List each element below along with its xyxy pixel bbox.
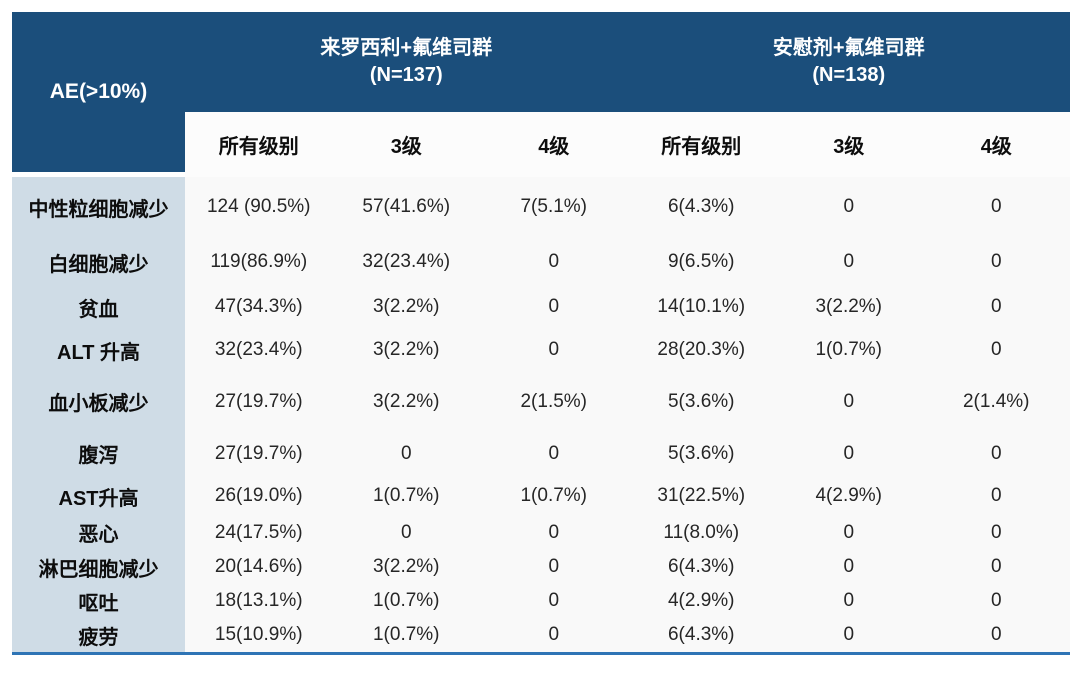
row-value: 0 <box>775 373 923 430</box>
row-value: 0 <box>480 550 628 584</box>
row-value: 26(19.0%) <box>185 477 333 515</box>
row-value: 3(2.2%) <box>332 550 480 584</box>
row-value: 0 <box>922 618 1070 652</box>
row-value: 27(19.7%) <box>185 430 333 477</box>
row-value: 2(1.4%) <box>922 373 1070 430</box>
row-value: 32(23.4%) <box>185 327 333 373</box>
row-label: 淋巴细胞减少 <box>12 550 185 584</box>
row-value: 0 <box>332 430 480 477</box>
row-value: 0 <box>775 430 923 477</box>
row-value: 3(2.2%) <box>332 373 480 430</box>
row-value: 9(6.5%) <box>627 237 775 287</box>
row-value: 0 <box>775 237 923 287</box>
row-value: 32(23.4%) <box>332 237 480 287</box>
row-value: 6(4.3%) <box>627 618 775 652</box>
row-value: 3(2.2%) <box>332 327 480 373</box>
row-label: 恶心 <box>12 515 185 550</box>
row-value: 0 <box>922 550 1070 584</box>
row-value: 0 <box>480 287 628 327</box>
row-value: 1(0.7%) <box>775 327 923 373</box>
group-header-leirociclib: 来罗西利+氟维司群 (N=137) <box>185 12 628 112</box>
row-value: 28(20.3%) <box>627 327 775 373</box>
row-value: 31(22.5%) <box>627 477 775 515</box>
row-value: 0 <box>775 584 923 618</box>
row-label: 呕吐 <box>12 584 185 618</box>
group-title: 来罗西利+氟维司群 <box>320 37 493 59</box>
row-value: 3(2.2%) <box>332 287 480 327</box>
subheader-all-grades-2: 所有级别 <box>627 112 775 177</box>
row-label: 腹泻 <box>12 430 185 477</box>
row-label: 血小板减少 <box>12 373 185 430</box>
group-header-placebo: 安慰剂+氟维司群 (N=138) <box>627 12 1070 112</box>
row-value: 4(2.9%) <box>775 477 923 515</box>
row-label: 白细胞减少 <box>12 237 185 287</box>
row-value: 0 <box>480 327 628 373</box>
row-value: 0 <box>922 237 1070 287</box>
row-value: 20(14.6%) <box>185 550 333 584</box>
row-value: 7(5.1%) <box>480 177 628 237</box>
row-value: 1(0.7%) <box>332 477 480 515</box>
row-value: 0 <box>922 430 1070 477</box>
row-value: 2(1.5%) <box>480 373 628 430</box>
group-n: (N=137) <box>369 64 443 86</box>
row-value: 14(10.1%) <box>627 287 775 327</box>
row-value: 3(2.2%) <box>775 287 923 327</box>
row-value: 47(34.3%) <box>185 287 333 327</box>
row-value: 0 <box>922 477 1070 515</box>
adverse-events-table: AE(>10%) 来罗西利+氟维司群 (N=137) 安慰剂+氟维司群 (N=1… <box>12 12 1070 655</box>
row-value: 0 <box>922 584 1070 618</box>
row-label: 贫血 <box>12 287 185 327</box>
row-value: 0 <box>922 177 1070 237</box>
row-value: 0 <box>480 515 628 550</box>
row-value: 0 <box>480 584 628 618</box>
group-title: 安慰剂+氟维司群 <box>772 37 925 59</box>
row-value: 27(19.7%) <box>185 373 333 430</box>
row-value: 0 <box>332 515 480 550</box>
row-value: 6(4.3%) <box>627 177 775 237</box>
row-value: 5(3.6%) <box>627 373 775 430</box>
row-value: 1(0.7%) <box>332 618 480 652</box>
row-value: 0 <box>775 550 923 584</box>
row-value: 4(2.9%) <box>627 584 775 618</box>
row-label: ALT 升高 <box>12 327 185 373</box>
subheader-grade4-2: 4级 <box>922 112 1070 177</box>
row-value: 0 <box>775 177 923 237</box>
row-value: 5(3.6%) <box>627 430 775 477</box>
subheader-all-grades-1: 所有级别 <box>185 112 333 177</box>
row-value: 24(17.5%) <box>185 515 333 550</box>
row-value: 0 <box>775 515 923 550</box>
subheader-grade4-1: 4级 <box>480 112 628 177</box>
row-value: 6(4.3%) <box>627 550 775 584</box>
subheader-grade3-2: 3级 <box>775 112 923 177</box>
group-n: (N=138) <box>812 64 886 86</box>
row-value: 57(41.6%) <box>332 177 480 237</box>
row-value: 11(8.0%) <box>627 515 775 550</box>
row-value: 124 (90.5%) <box>185 177 333 237</box>
row-value: 119(86.9%) <box>185 237 333 287</box>
ae-column-header: AE(>10%) <box>12 12 185 177</box>
row-value: 18(13.1%) <box>185 584 333 618</box>
row-value: 0 <box>775 618 923 652</box>
row-value: 0 <box>480 618 628 652</box>
row-value: 0 <box>480 237 628 287</box>
row-label: 中性粒细胞减少 <box>12 177 185 237</box>
subheader-grade3-1: 3级 <box>332 112 480 177</box>
row-label: 疲劳 <box>12 618 185 652</box>
row-label: AST升高 <box>12 477 185 515</box>
row-value: 1(0.7%) <box>480 477 628 515</box>
row-value: 0 <box>922 327 1070 373</box>
row-value: 1(0.7%) <box>332 584 480 618</box>
row-value: 0 <box>922 287 1070 327</box>
row-value: 15(10.9%) <box>185 618 333 652</box>
row-value: 0 <box>922 515 1070 550</box>
row-value: 0 <box>480 430 628 477</box>
